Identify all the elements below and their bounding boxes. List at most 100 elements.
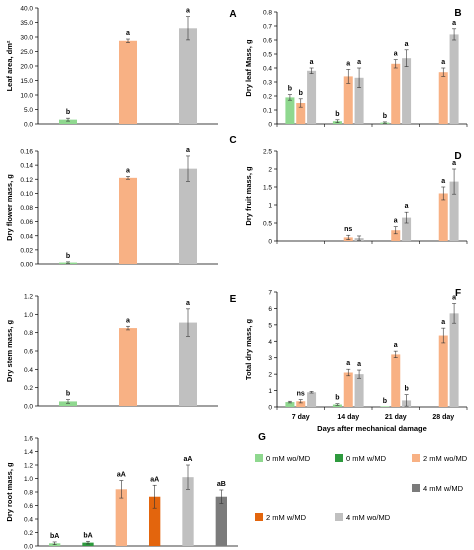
panel-b-significance-label: a xyxy=(394,51,398,58)
panel-b-bar xyxy=(391,63,401,124)
legend-label: 2 mM wo/MD xyxy=(423,454,468,463)
panel-d-bar xyxy=(438,193,448,241)
panel-c-ytick-label: 0.16 xyxy=(20,149,33,156)
panel-b-ytick-label: 0.3 xyxy=(263,80,272,87)
panel-b-significance-label: b xyxy=(335,111,339,118)
panel-c-significance-label: a xyxy=(126,167,130,174)
panel-a-ytick-label: 15.0 xyxy=(20,78,33,85)
panel-b-bar xyxy=(354,77,364,124)
panel-b-significance-label: a xyxy=(452,20,456,27)
panel-e-letter: E xyxy=(230,294,237,305)
legend-label: 0 mM wo/MD xyxy=(266,454,311,463)
panel-b-bar xyxy=(307,70,317,124)
panel-c-bar xyxy=(179,168,197,264)
panel-f-significance-label: b xyxy=(335,395,339,402)
panel-c-significance-label: b xyxy=(66,253,70,260)
panel-b-bar xyxy=(402,58,412,125)
panel-a-ylabel: Leaf area, dm² xyxy=(5,40,14,91)
panel-b-significance-label: a xyxy=(346,60,350,67)
panel-g-bar xyxy=(215,496,227,546)
panel-c-ytick-label: 0.08 xyxy=(20,205,33,212)
panel-e-ytick-label: 0.2 xyxy=(24,385,33,392)
panel-b-ytick-label: 0.7 xyxy=(263,24,272,31)
panel-c-ytick-label: 0.10 xyxy=(20,191,33,198)
panel-f-ytick-label: 4 xyxy=(268,339,272,346)
panel-d-significance-label: a xyxy=(441,178,445,185)
panel-a-ytick-label: 40.0 xyxy=(20,6,33,13)
panel-e-bar xyxy=(179,322,197,406)
panel-f-significance-label: a xyxy=(452,295,456,302)
panel-b-bar xyxy=(438,72,448,124)
panel-g-significance-label: aB xyxy=(217,481,226,488)
panel-g-ytick-label: 1.4 xyxy=(24,449,33,456)
panel-b-ytick-label: 0.5 xyxy=(263,52,272,59)
panel-d-ylabel: Dry fruit mass, g xyxy=(244,166,253,226)
panel-d-ytick-label: 2 xyxy=(268,167,272,174)
panel-g-significance-label: aA xyxy=(117,472,126,479)
panel-c-ytick-label: 0.02 xyxy=(20,247,33,254)
panel-a-significance-label: a xyxy=(186,8,190,15)
panel-d-bar xyxy=(449,181,459,241)
panel-b-significance-label: b xyxy=(299,90,303,97)
panel-a-significance-label: a xyxy=(126,30,130,37)
panel-a-ytick-label: 5.0 xyxy=(24,107,33,114)
panel-f-ytick-label: 0 xyxy=(268,405,272,412)
panel-a-significance-label: b xyxy=(66,109,70,116)
panel-b-ytick-label: 0.6 xyxy=(263,38,272,45)
panel-f-bar xyxy=(307,392,317,407)
panel-f-bar xyxy=(285,402,295,407)
panel-f-significance-label: a xyxy=(394,342,398,349)
panel-a-bar xyxy=(119,40,137,124)
panel-b-ytick-label: 0.4 xyxy=(263,66,272,73)
panel-f-significance-label: a xyxy=(357,361,361,368)
legend-swatch xyxy=(255,454,263,462)
panel-b-ytick-label: 0 xyxy=(268,122,272,129)
panel-b-bar xyxy=(449,34,459,124)
panel-c-letter: C xyxy=(229,135,236,146)
panel-g-ytick-label: 1.0 xyxy=(24,476,33,483)
panel-f-xlabel: Days after mechanical damage xyxy=(317,424,427,433)
legend-label: 4 mM w/MD xyxy=(423,484,464,493)
panel-f-significance-label: a xyxy=(346,360,350,367)
panel-e-ytick-label: 0.4 xyxy=(24,367,33,374)
panel-f-ytick-label: 7 xyxy=(268,290,272,297)
panel-e-ytick-label: 0.6 xyxy=(24,349,33,356)
panel-g-ytick-label: 0.4 xyxy=(24,517,33,524)
panel-e-bar xyxy=(119,328,137,406)
panel-b-bar xyxy=(285,97,295,124)
panel-f-bar xyxy=(343,372,353,407)
panel-b-ytick-label: 0.2 xyxy=(263,94,272,101)
panel-b-bar xyxy=(296,103,306,124)
panel-f-ytick-label: 6 xyxy=(268,306,272,313)
legend-swatch xyxy=(412,484,420,492)
panel-f-ytick-label: 5 xyxy=(268,322,272,329)
panel-e-bar xyxy=(59,401,77,406)
panel-g-bar xyxy=(115,489,127,546)
panel-f-significance-label: ns xyxy=(297,391,305,398)
panel-b-significance-label: a xyxy=(357,59,361,66)
panel-e-ytick-label: 1.0 xyxy=(24,312,33,319)
panel-g-significance-label: bA xyxy=(83,532,92,539)
panel-e-ytick-label: 0.0 xyxy=(24,404,33,411)
panel-g-letter: G xyxy=(258,432,266,443)
panel-g-ytick-label: 1.6 xyxy=(24,436,33,443)
panel-d-significance-label: a xyxy=(452,160,456,167)
panel-d-bar xyxy=(402,217,412,241)
panel-f-ytick-label: 3 xyxy=(268,355,272,362)
legend-label: 0 mM w/MD xyxy=(346,454,387,463)
panel-e-ytick-label: 1.2 xyxy=(24,294,33,301)
legend-swatch xyxy=(335,513,343,521)
panel-a-ytick-label: 20.0 xyxy=(20,64,33,71)
panel-c-ytick-label: 0.00 xyxy=(20,262,33,269)
panel-b-ytick-label: 0.8 xyxy=(263,10,272,17)
panel-f-bar xyxy=(438,335,448,407)
panel-b-bar xyxy=(343,76,353,124)
panel-f-bar xyxy=(391,354,401,407)
panel-d-ytick-label: 2.5 xyxy=(263,149,272,156)
panel-e-ylabel: Dry stem mass, g xyxy=(5,320,14,383)
panel-g-significance-label: aA xyxy=(150,476,159,483)
panel-g-significance-label: aA xyxy=(184,456,193,463)
panel-d-significance-label: a xyxy=(394,218,398,225)
panel-g-bar xyxy=(82,542,94,546)
